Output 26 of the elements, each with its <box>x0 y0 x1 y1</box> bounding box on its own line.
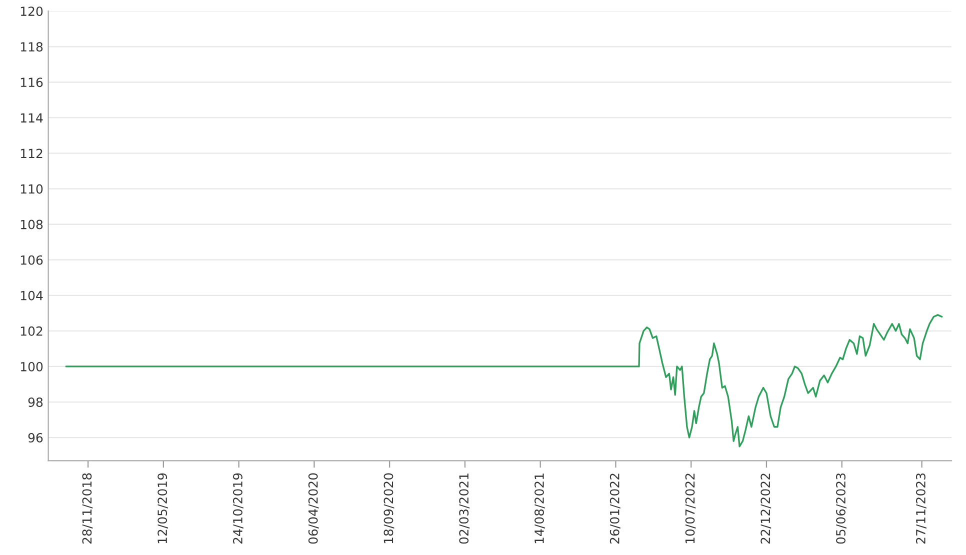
y-tick-label: 98 <box>28 397 43 407</box>
y-tick-label: 116 <box>20 78 43 88</box>
y-tick-label: 118 <box>20 42 43 52</box>
line-series <box>65 314 943 448</box>
y-tick-label: 96 <box>28 433 43 442</box>
y-tick-label: 110 <box>20 184 43 194</box>
x-tick-label: 06/04/2020 <box>308 473 319 544</box>
y-tick-label: 120 <box>20 6 43 16</box>
x-tick-label: 05/06/2023 <box>836 473 846 544</box>
y-tick-label: 100 <box>20 362 43 372</box>
x-tick-label: 10/07/2022 <box>685 474 696 544</box>
y-tick-label: 112 <box>20 148 42 158</box>
y-tick-label: 102 <box>20 326 42 336</box>
x-tick-label: 28/11/2018 <box>82 473 93 544</box>
x-tick-label: 12/05/2019 <box>158 473 168 544</box>
y-tick-label: 104 <box>20 290 43 300</box>
y-tick-label: 114 <box>20 113 43 122</box>
y-tick-label: 106 <box>20 255 43 265</box>
x-tick-label: 27/11/2023 <box>916 473 926 544</box>
x-tick-label: 22/12/2022 <box>760 474 772 544</box>
x-tick-label: 24/10/2019 <box>232 473 244 544</box>
x-tick-label: 14/08/2021 <box>534 474 545 544</box>
y-tick-label: 108 <box>20 220 43 230</box>
x-tick-label: 26/01/2022 <box>610 474 620 544</box>
x-tick-label: 02/03/2021 <box>459 474 470 544</box>
x-tick-label: 18/09/2020 <box>384 473 394 544</box>
